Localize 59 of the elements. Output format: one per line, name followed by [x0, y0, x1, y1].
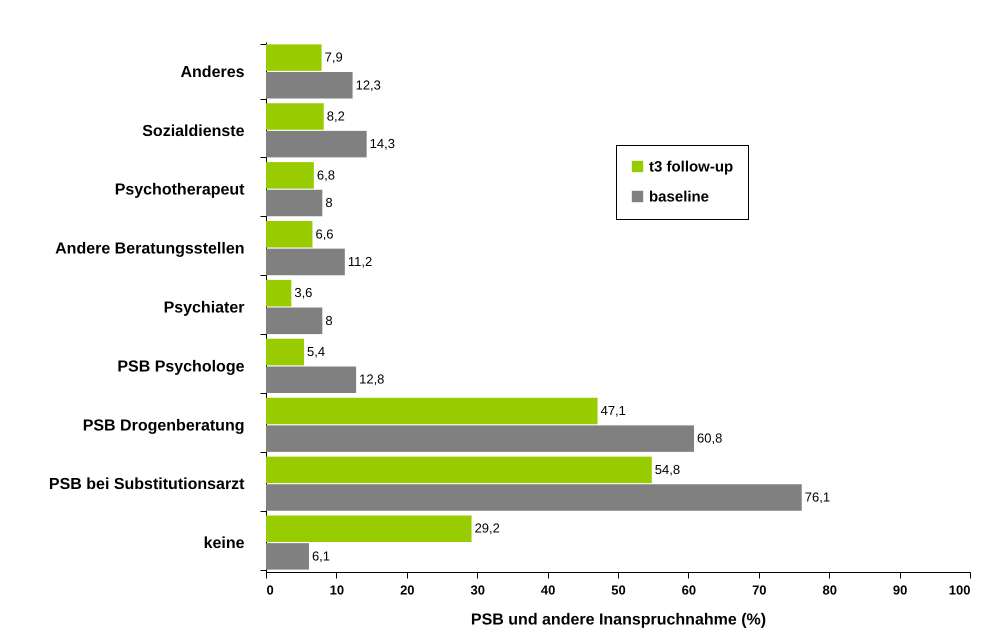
y-tick-label: Psychiater: [164, 300, 244, 316]
x-tick-label: 20: [400, 582, 415, 598]
x-tick-label: 80: [822, 582, 837, 598]
x-axis-title: PSB und andere Inanspruchnahme (%): [470, 612, 766, 628]
bar: [266, 280, 292, 306]
x-tick-label: 40: [540, 582, 556, 598]
legend-label: t3 follow-up: [649, 158, 734, 176]
x-tick-label: 90: [892, 582, 908, 598]
data-label: 3,6: [294, 285, 312, 300]
y-tick-label: PSB bei Substitutionsarzt: [48, 476, 246, 494]
bar: [266, 190, 322, 216]
bar: [266, 366, 356, 393]
data-label: 6,8: [316, 167, 335, 182]
x-tick-label: 10: [330, 582, 344, 598]
y-tick-label: Anderes: [180, 64, 245, 81]
data-label: 14,3: [370, 136, 395, 152]
x-tick-label: 50: [611, 582, 626, 598]
x-tick-label: 0: [266, 582, 274, 598]
bar: [266, 130, 367, 158]
data-label: 6,1: [312, 548, 330, 564]
y-tick-label: PSB Psychologe: [117, 358, 245, 376]
data-label: 12,3: [356, 77, 381, 92]
bar: [266, 456, 652, 484]
x-tick-label: 70: [752, 582, 767, 598]
bar: [266, 221, 312, 248]
y-tick-label: Sozialdienste: [142, 122, 245, 140]
bar: [266, 44, 322, 71]
y-tick-label: Psychotherapeut: [114, 182, 246, 199]
data-label: 47,1: [600, 402, 626, 418]
bar: [266, 484, 802, 511]
x-tick-label: 100: [948, 582, 970, 598]
bar: [266, 72, 353, 99]
bar: [266, 515, 472, 542]
data-label: 8: [325, 312, 333, 328]
data-label: 8,2: [326, 108, 345, 124]
bar: [266, 543, 309, 570]
data-label: 54,8: [654, 462, 680, 477]
x-tick-label: 60: [682, 582, 696, 598]
bar: [266, 162, 314, 189]
y-tick-label: Andere Beratungsstellen: [55, 240, 244, 258]
bar: [266, 248, 345, 276]
y-tick-label: PSB Drogenberatung: [82, 417, 244, 434]
legend-label: baseline: [649, 188, 710, 206]
data-label: 8: [325, 195, 333, 210]
bar: [266, 308, 322, 334]
data-label: 76,1: [804, 489, 830, 504]
data-label: 29,2: [474, 520, 500, 536]
data-label: 12,8: [359, 372, 384, 387]
data-label: 60,8: [697, 430, 722, 446]
bar: [266, 338, 304, 366]
bar: [266, 103, 324, 130]
data-label: 6,6: [315, 226, 334, 242]
bar: [266, 425, 694, 452]
data-label: 11,2: [348, 254, 372, 269]
x-tick-label: 30: [470, 582, 485, 598]
y-tick-label: keine: [204, 535, 245, 552]
data-label: 7,9: [324, 50, 343, 65]
data-label: 5,4: [307, 344, 326, 360]
bar: [266, 398, 598, 424]
